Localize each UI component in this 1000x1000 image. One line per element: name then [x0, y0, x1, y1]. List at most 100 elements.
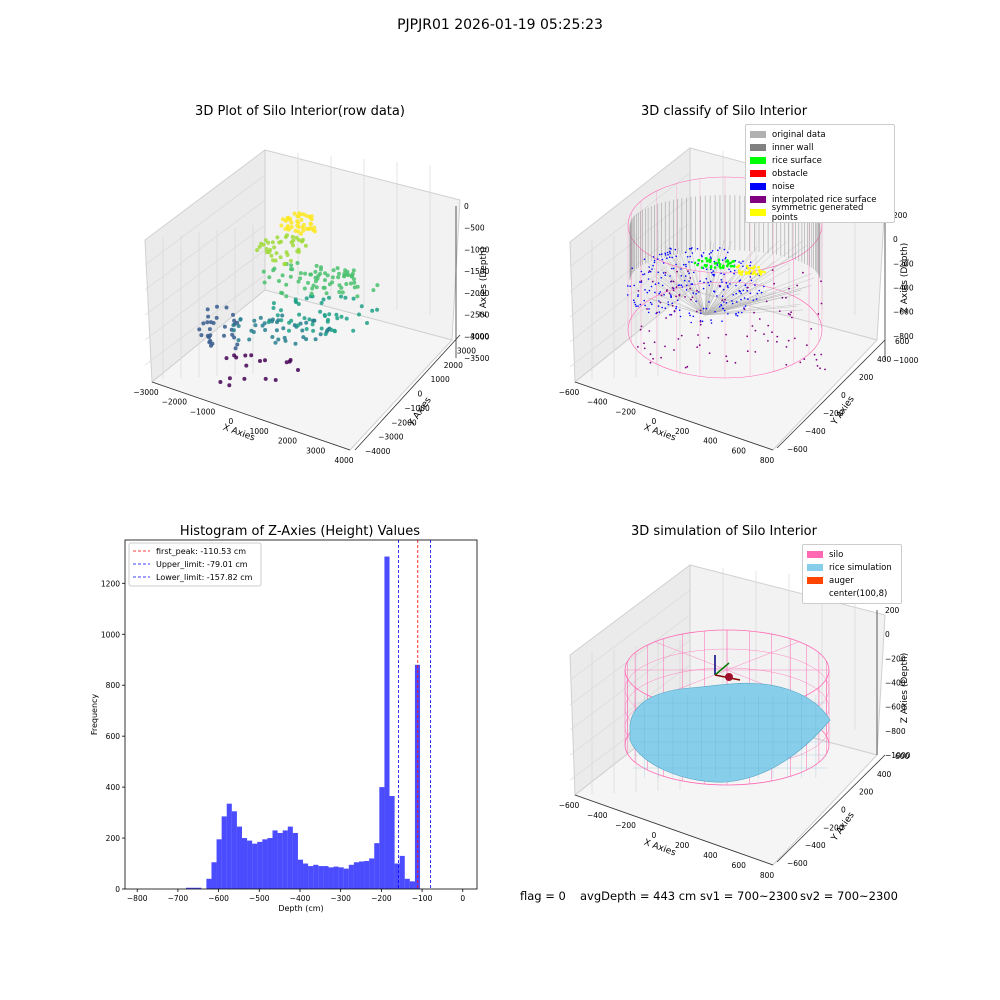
p2-interp-point: [687, 270, 689, 273]
p2-noise-point: [653, 261, 656, 264]
legend-swatch: [750, 131, 766, 138]
panel2-title: 3D classify of Silo Interior: [640, 104, 808, 119]
p1-point: [337, 271, 341, 276]
p2-interp-point: [675, 286, 678, 288]
histogram-bar: [333, 866, 339, 889]
p2-noise-point: [664, 274, 666, 276]
p1-point: [318, 332, 323, 337]
p2-noise-point: [716, 295, 718, 297]
p4-x-tick: 0: [651, 831, 656, 840]
legend-label: obstacle: [772, 168, 808, 179]
p1-point: [324, 291, 329, 296]
p2-z-tick: −800: [893, 332, 914, 341]
p1-gridline: [144, 274, 266, 366]
p2-noise-point: [740, 292, 742, 295]
p1-point: [295, 223, 300, 228]
histogram-bar: [196, 887, 202, 889]
p1-point: [224, 305, 229, 310]
p2-noise-point: [721, 281, 723, 283]
p1-point: [343, 295, 348, 300]
p1-point: [258, 315, 263, 320]
p1-z-tick: −2000: [464, 289, 490, 298]
histogram-x-tick: −800: [127, 894, 148, 903]
p1-point: [283, 338, 288, 343]
p1-point: [297, 312, 302, 317]
p2-noise-point: [674, 248, 677, 251]
histogram-x-tick: −400: [290, 894, 311, 903]
p4-x-tick: −200: [615, 821, 636, 830]
p2-noise-point: [752, 299, 755, 301]
p2-y-tick: −400: [805, 427, 826, 436]
p1-point: [349, 274, 354, 279]
p2-interp-point: [690, 298, 692, 301]
p2-noise-point: [667, 253, 669, 256]
p1-point: [302, 316, 307, 321]
p2-interp-point: [643, 342, 645, 345]
legend-swatch: [750, 196, 766, 203]
p1-point: [280, 313, 285, 318]
p1-point: [339, 294, 343, 299]
p2-noise-point: [701, 255, 703, 258]
p1-point: [234, 355, 239, 360]
p1-point: [318, 271, 323, 276]
p2-interp-point: [664, 271, 667, 274]
p2-noise-point: [660, 277, 662, 279]
p2-noise-point: [692, 292, 694, 294]
p2-interp-point: [815, 358, 818, 361]
legend-label: rice surface: [772, 155, 822, 166]
p2-interp-point: [763, 333, 765, 335]
p2-original-ray: [704, 297, 782, 316]
histogram-y-label: Frequency: [90, 694, 99, 736]
p2-interp-point: [648, 270, 651, 272]
p2-original-ray: [667, 248, 706, 316]
p1-z-tick: −3500: [464, 354, 490, 363]
p2-interp-point: [676, 270, 678, 273]
p2-noise-point: [668, 256, 671, 258]
p1-point: [309, 291, 314, 296]
p2-noise-point: [735, 292, 737, 295]
p2-sym-point: [760, 270, 764, 274]
p2-interp-point: [684, 296, 686, 298]
p2-noise-point: [749, 276, 752, 278]
p2-noise-point: [735, 314, 737, 316]
p4-z-label: Z Axies (Depth): [900, 653, 910, 724]
p2-noise-point: [712, 270, 715, 272]
p2-original-ray: [704, 270, 728, 316]
p2-original-ray: [704, 262, 709, 316]
p2-noise-point: [708, 301, 710, 303]
p2-interp-point: [671, 305, 674, 307]
p1-point: [351, 296, 356, 301]
p1-point: [293, 228, 298, 233]
legend-entry: silo: [807, 548, 897, 561]
p1-point: [276, 318, 281, 323]
p2-noise-point: [648, 266, 650, 268]
p1-point: [279, 308, 283, 313]
p2-rice-point: [717, 258, 721, 262]
p2-noise-point: [758, 289, 760, 292]
p1-point: [210, 341, 215, 346]
p2-interp-point: [785, 346, 788, 348]
p2-noise-point: [651, 268, 653, 270]
p1-point: [288, 258, 293, 263]
p2-z-tick: 200: [893, 211, 908, 220]
p2-noise-point: [661, 306, 663, 309]
p1-point: [211, 321, 216, 325]
p2-interp-point: [778, 310, 781, 312]
p1-point: [297, 211, 302, 216]
p2-interp-point: [787, 339, 790, 342]
p2-original-ray: [704, 243, 714, 316]
histogram-x-label: Depth (cm): [278, 904, 323, 913]
histogram-bar: [343, 868, 349, 889]
p1-point: [205, 320, 210, 325]
histogram-y-tick: 0: [115, 885, 120, 894]
p2-noise-point: [691, 252, 694, 254]
p1-point: [329, 328, 334, 332]
histogram-bar: [369, 858, 375, 889]
p2-noise-point: [677, 284, 680, 287]
p2-y-axis: [776, 339, 886, 449]
p2-noise-point: [639, 281, 641, 283]
p1-point: [289, 225, 294, 230]
p2-original-ray: [704, 246, 773, 316]
p2-sym-point: [738, 271, 741, 275]
histogram-plot: −800 −700 −600 −500 −400 −300 −200 −100 0 0 200 400…: [90, 539, 478, 913]
